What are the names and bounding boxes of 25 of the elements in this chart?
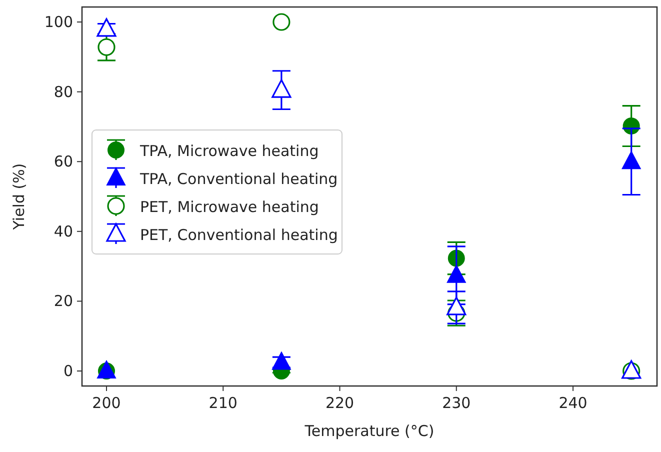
x-axis-title: Temperature (°C) — [304, 422, 434, 440]
point — [98, 38, 116, 56]
legend-label: PET, Microwave heating — [140, 198, 319, 216]
y-tick-label: 20 — [54, 292, 73, 310]
point — [622, 151, 641, 170]
point — [96, 18, 116, 37]
y-tick-label: 80 — [54, 82, 73, 101]
point — [272, 352, 291, 370]
point — [272, 79, 292, 98]
point — [446, 264, 466, 283]
y-tick-label: 0 — [63, 362, 73, 380]
legend-label: TPA, Conventional heating — [139, 170, 338, 188]
y-tick-label: 40 — [54, 222, 73, 240]
y-axis-title: Yield (%) — [10, 163, 28, 231]
x-tick-label: 210 — [208, 394, 238, 412]
x-tick-label: 230 — [442, 394, 471, 412]
x-tick-label: 200 — [92, 394, 121, 412]
x-tick-label: 240 — [558, 394, 588, 412]
legend-label: PET, Conventional heating — [140, 226, 338, 244]
y-tick-label: 60 — [54, 152, 73, 171]
point — [272, 13, 290, 31]
legend-label: TPA, Microwave heating — [139, 142, 319, 160]
x-tick-label: 220 — [325, 394, 354, 412]
y-tick-label: 100 — [44, 13, 73, 32]
point — [446, 296, 466, 316]
